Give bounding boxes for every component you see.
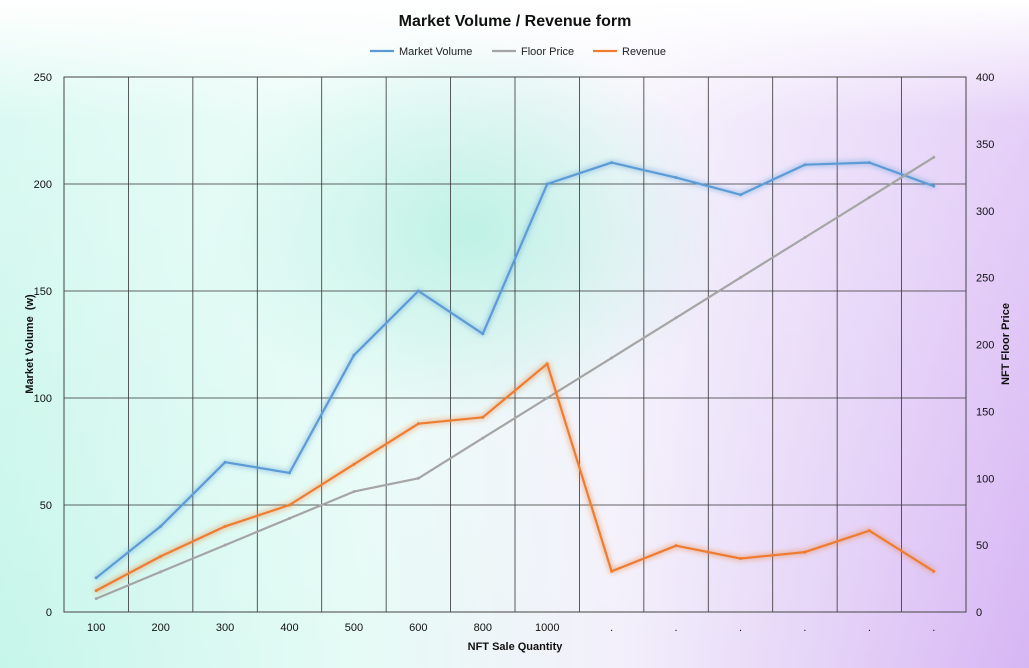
data-point-market-volume xyxy=(481,332,485,336)
series-lines xyxy=(94,155,936,601)
x-tick-label: 500 xyxy=(345,622,363,634)
data-point-floor-price xyxy=(159,570,163,574)
data-point-revenue xyxy=(803,550,807,554)
legend: Market Volume Floor Price Revenue xyxy=(370,46,666,58)
data-point-market-volume xyxy=(674,176,678,180)
data-point-floor-price xyxy=(288,516,291,520)
data-point-revenue xyxy=(545,362,549,366)
data-point-floor-price xyxy=(803,236,807,239)
y-tick-label: 100 xyxy=(34,393,52,405)
data-point-revenue xyxy=(223,524,227,528)
x-tick-label: 600 xyxy=(409,622,427,634)
x-tick-label: 100 xyxy=(87,622,105,634)
data-point-floor-price xyxy=(416,476,420,480)
grid-lines xyxy=(64,77,966,612)
data-point-market-volume xyxy=(932,184,936,188)
series-line-floor-price xyxy=(95,156,935,600)
y2-tick-label: 400 xyxy=(976,72,994,84)
data-point-floor-price xyxy=(610,356,614,360)
data-point-market-volume xyxy=(739,193,742,197)
data-point-revenue xyxy=(94,589,98,593)
y-axis-title: Market Volume (w) xyxy=(24,294,36,394)
series-line-revenue xyxy=(95,362,935,592)
data-point-market-volume xyxy=(352,353,356,357)
data-point-revenue xyxy=(932,569,936,573)
x-axis: 100 200 300 400 500 600 800 1000...... xyxy=(87,622,935,634)
data-point-market-volume xyxy=(94,576,98,580)
chart-title: Market Volume / Revenue form xyxy=(399,13,632,30)
legend-label-floor-price: Floor Price xyxy=(521,46,574,58)
data-point-revenue xyxy=(610,569,614,573)
x-tick-label: 800 xyxy=(474,622,492,634)
data-point-revenue xyxy=(416,422,420,426)
x-tick-label: 200 xyxy=(151,622,169,634)
data-point-floor-price xyxy=(352,490,356,494)
data-point-floor-price xyxy=(481,436,485,440)
data-point-market-volume xyxy=(803,163,807,167)
x-tick-label: . xyxy=(932,622,935,634)
x-tick-label: . xyxy=(610,622,613,634)
x-axis-title: NFT Sale Quantity xyxy=(468,641,564,653)
x-tick-label: . xyxy=(675,622,678,634)
series-line-market-volume xyxy=(95,161,935,579)
y2-tick-label: 150 xyxy=(976,406,994,418)
y-tick-label: 200 xyxy=(34,179,52,191)
data-point-market-volume xyxy=(545,182,549,186)
data-point-market-volume xyxy=(159,524,163,528)
y2-tick-label: 100 xyxy=(976,473,994,485)
data-point-floor-price xyxy=(932,155,936,159)
y-tick-label: 250 xyxy=(34,72,52,84)
y-tick-label: 50 xyxy=(40,500,52,512)
y2-tick-label: 250 xyxy=(976,273,994,285)
y2-tick-label: 50 xyxy=(976,540,988,552)
data-point-revenue xyxy=(674,544,678,548)
y-axis-right: 0 50 100 150 200 250 300 350 400 xyxy=(976,72,994,619)
x-tick-label: . xyxy=(803,622,806,634)
data-point-market-volume xyxy=(223,460,227,464)
data-point-market-volume xyxy=(288,471,291,475)
data-point-revenue xyxy=(352,462,356,466)
data-point-revenue xyxy=(867,529,871,533)
data-point-floor-price xyxy=(94,597,98,601)
data-point-revenue xyxy=(288,503,291,507)
data-point-floor-price xyxy=(545,396,549,400)
data-point-floor-price xyxy=(223,543,227,547)
y-axis-left: 0 50 100 150 200 250 xyxy=(34,72,52,619)
y2-tick-label: 200 xyxy=(976,340,994,352)
y2-tick-label: 0 xyxy=(976,607,982,619)
data-point-floor-price xyxy=(739,276,742,280)
data-point-revenue xyxy=(481,415,485,419)
data-point-floor-price xyxy=(867,195,871,199)
x-tick-label: 400 xyxy=(280,622,298,634)
data-point-market-volume xyxy=(416,289,420,293)
data-point-revenue xyxy=(159,554,163,558)
chart-background-glow xyxy=(210,30,730,430)
data-point-floor-price xyxy=(674,316,678,320)
x-tick-label: 300 xyxy=(216,622,234,634)
data-point-revenue xyxy=(739,557,742,560)
y2-tick-label: 300 xyxy=(976,206,994,218)
y-tick-label: 0 xyxy=(46,607,52,619)
y2-tick-label: 350 xyxy=(976,139,994,151)
data-point-market-volume xyxy=(867,161,871,165)
legend-label-revenue: Revenue xyxy=(622,46,666,58)
y2-axis-title: NFT Floor Price xyxy=(1000,303,1012,385)
data-point-market-volume xyxy=(610,161,614,165)
x-tick-label: 1000 xyxy=(535,622,559,634)
y-tick-label: 150 xyxy=(34,286,52,298)
legend-label-market-volume: Market Volume xyxy=(399,46,472,58)
plot-area-border xyxy=(63,76,967,613)
x-tick-label: . xyxy=(868,622,871,634)
x-tick-label: . xyxy=(739,622,742,634)
